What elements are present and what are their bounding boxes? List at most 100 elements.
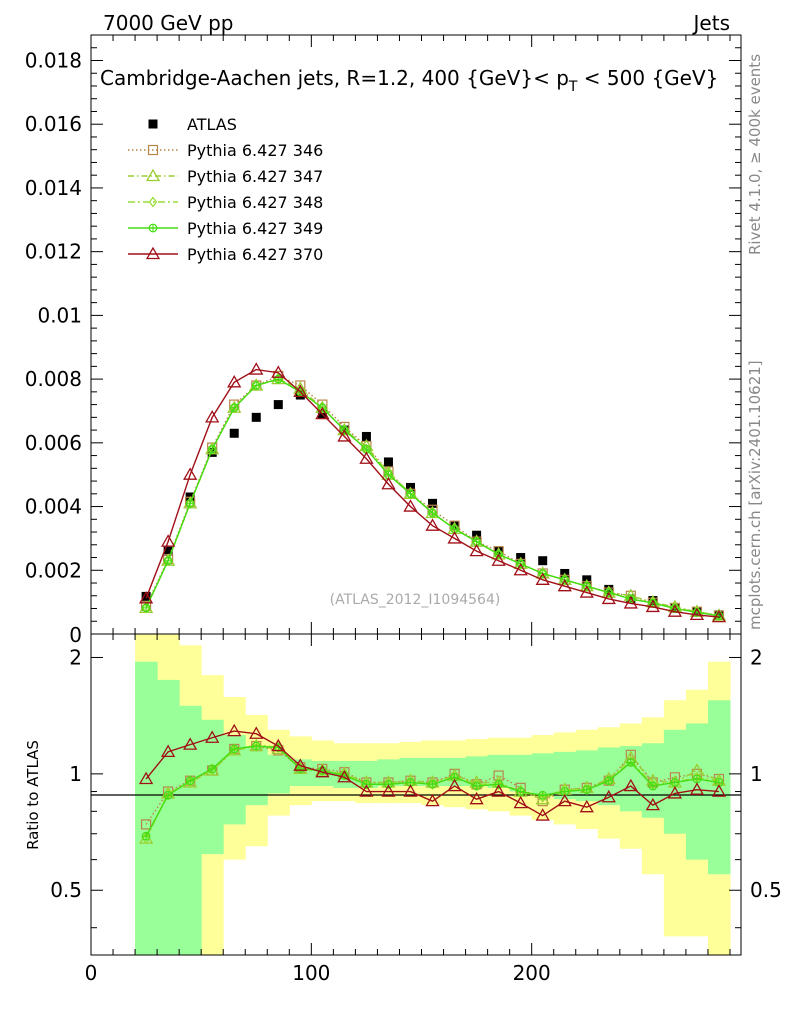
ratio-point bbox=[205, 730, 220, 743]
data-point bbox=[535, 572, 550, 585]
legend-entry-4: Pythia 6.427 349 bbox=[128, 219, 323, 238]
data-point bbox=[229, 428, 239, 438]
band-stat-bin bbox=[355, 760, 378, 788]
data-point bbox=[185, 498, 195, 508]
ratio-point bbox=[271, 738, 286, 752]
ratio-point bbox=[428, 778, 437, 790]
main-y-axis: 0.002 0.004 0.006 0.008 0.01 0.012 0.014 0.016 0… bbox=[25, 34, 741, 647]
ratio-point bbox=[469, 791, 484, 805]
ratio-y-tick-label-left: 2 bbox=[69, 645, 82, 669]
band-stat-bin bbox=[509, 754, 533, 792]
ratio-point bbox=[207, 764, 217, 774]
ratio-point bbox=[384, 778, 393, 790]
marker-cross bbox=[516, 787, 525, 796]
data-point bbox=[251, 380, 261, 391]
marker-cross bbox=[186, 776, 194, 785]
ratio-point bbox=[667, 786, 683, 799]
data-point bbox=[251, 381, 261, 390]
ratio-y-tick-label-left: 0.5 bbox=[50, 878, 82, 902]
band-stat-bin bbox=[179, 705, 202, 955]
ratio-point bbox=[623, 778, 638, 792]
data-point bbox=[538, 556, 548, 566]
legend-label: Pythia 6.427 370 bbox=[187, 245, 323, 264]
ratio-point bbox=[579, 799, 594, 813]
ratio-point bbox=[604, 776, 614, 786]
band-stat-bin bbox=[685, 723, 709, 860]
ratio-point bbox=[274, 742, 283, 753]
data-point bbox=[273, 374, 283, 384]
data-point bbox=[403, 499, 418, 512]
ratio-y-tick-label-right: 2 bbox=[750, 645, 763, 669]
legend-marker bbox=[145, 246, 161, 260]
ratio-point bbox=[494, 778, 503, 790]
data-point bbox=[163, 546, 173, 556]
ratio-panel: 0.5 0.5 1 1 2 2 0 100 200 Ratio to ATLAS bbox=[24, 633, 782, 985]
ratio-point bbox=[229, 744, 239, 754]
ratio-frame bbox=[90, 633, 742, 956]
marker-cross bbox=[649, 782, 657, 790]
y-tick-label: 0.018 bbox=[25, 48, 82, 72]
ratio-point bbox=[428, 779, 437, 789]
x-tick-label: 100 bbox=[292, 961, 330, 985]
data-point bbox=[711, 609, 727, 623]
ratio-point bbox=[670, 778, 680, 787]
ratio-point bbox=[648, 781, 658, 791]
series-1 bbox=[140, 370, 725, 621]
ratio-point bbox=[337, 769, 352, 783]
ratio-series bbox=[138, 723, 727, 845]
data-point bbox=[271, 365, 286, 378]
y-tick-label: 0.012 bbox=[25, 240, 82, 264]
data-point bbox=[183, 467, 198, 480]
plot-title: Cambridge-Aachen jets, R=1.2, 400 {GeV}<… bbox=[100, 66, 718, 95]
ratio-y-tick-label-right: 0.5 bbox=[750, 878, 782, 902]
ratio-point bbox=[249, 726, 264, 739]
ratio-point bbox=[403, 784, 418, 797]
marker-cross bbox=[472, 782, 481, 790]
legend-marker bbox=[148, 119, 158, 129]
data-point bbox=[425, 518, 440, 531]
data-point bbox=[141, 603, 151, 613]
data-point bbox=[383, 457, 393, 467]
data-point bbox=[623, 596, 638, 609]
ratio-point bbox=[381, 784, 396, 797]
ratio-point bbox=[516, 787, 526, 796]
band-stat-bin bbox=[399, 757, 423, 787]
ratio-point bbox=[293, 758, 308, 771]
y-tick-label: 0.006 bbox=[25, 431, 82, 455]
ratio-point bbox=[315, 764, 330, 778]
legend-entry-3: Pythia 6.427 348 bbox=[128, 193, 323, 212]
data-point bbox=[428, 508, 437, 518]
marker-cross bbox=[149, 224, 157, 232]
ratio-point bbox=[582, 785, 592, 795]
ratio-point bbox=[535, 808, 550, 821]
band-stat-bin bbox=[421, 757, 445, 787]
x-axis: 0 100 200 bbox=[85, 634, 731, 985]
data-point bbox=[447, 531, 462, 544]
marker-cross bbox=[582, 785, 591, 794]
data-point bbox=[604, 587, 614, 599]
ratio-point bbox=[406, 776, 415, 788]
marker-cross bbox=[671, 778, 679, 787]
legend-marker bbox=[145, 168, 161, 182]
legend-label: Pythia 6.427 347 bbox=[187, 167, 323, 186]
ratio-line bbox=[145, 730, 720, 817]
data-point bbox=[359, 451, 374, 464]
data-point bbox=[381, 476, 396, 490]
series-3 bbox=[141, 373, 724, 621]
marker-cross bbox=[406, 490, 415, 498]
main-series bbox=[138, 362, 727, 623]
marker-cross bbox=[164, 791, 172, 800]
data-point bbox=[560, 574, 569, 586]
data-point bbox=[601, 591, 616, 605]
legend-label: Pythia 6.427 346 bbox=[187, 141, 323, 160]
marker-cross bbox=[428, 509, 437, 517]
legend-marker bbox=[148, 223, 158, 233]
data-point bbox=[491, 553, 506, 566]
marker-cross bbox=[252, 381, 261, 390]
ratio-point bbox=[140, 819, 152, 830]
data-point bbox=[645, 599, 660, 613]
ratio-series-4 bbox=[138, 723, 727, 821]
ratio-point bbox=[163, 790, 173, 800]
marker-cross bbox=[274, 375, 283, 383]
